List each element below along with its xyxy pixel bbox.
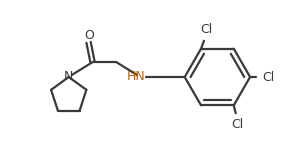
Text: Cl: Cl bbox=[232, 118, 244, 131]
Text: O: O bbox=[85, 29, 95, 42]
Text: Cl: Cl bbox=[200, 23, 212, 36]
Text: HN: HN bbox=[127, 71, 146, 83]
Text: Cl: Cl bbox=[262, 71, 274, 83]
Text: N: N bbox=[64, 69, 73, 83]
